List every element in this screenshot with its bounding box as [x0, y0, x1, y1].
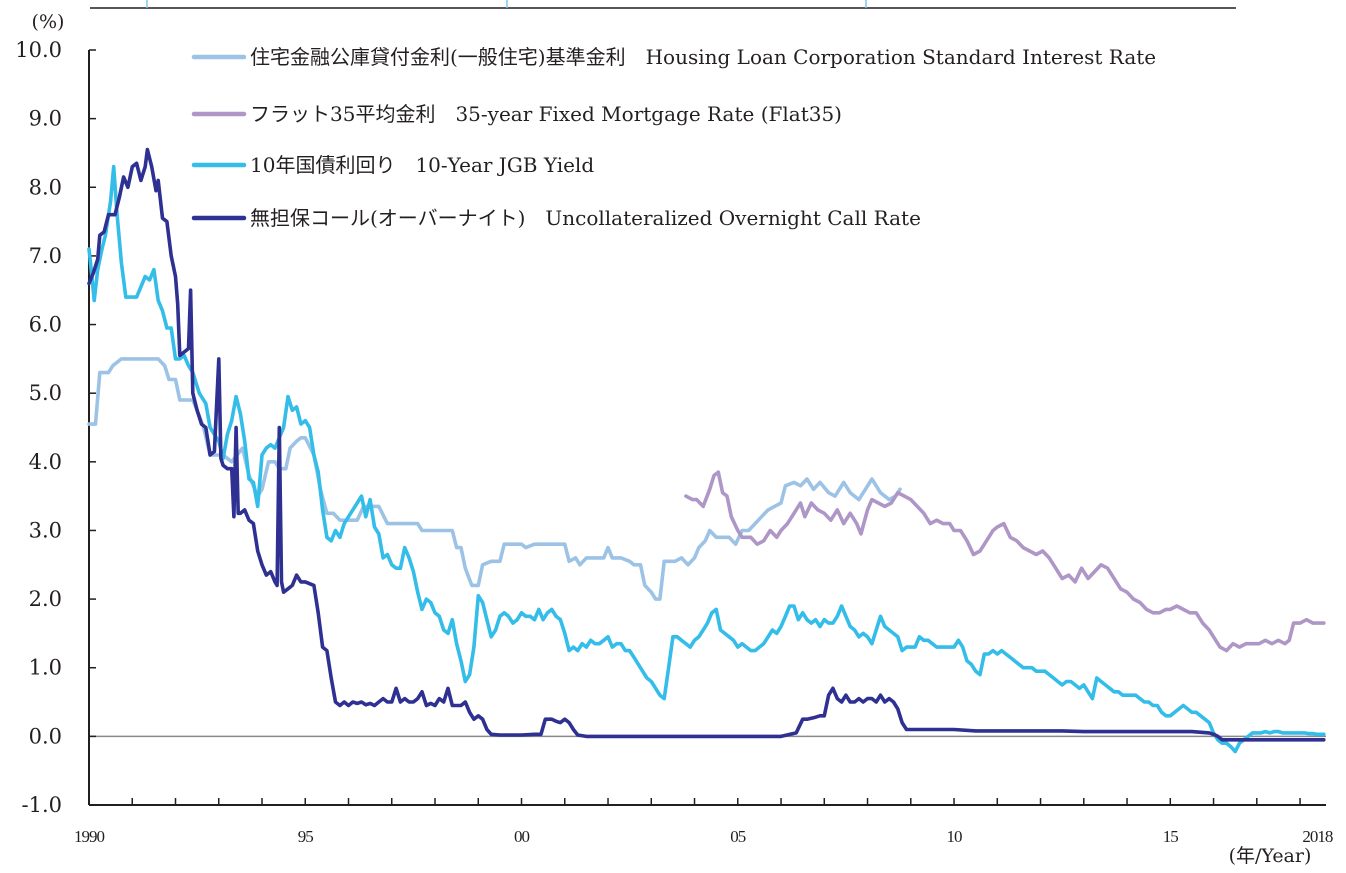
y-tick-label: 1.0 [29, 656, 62, 680]
x-tick-label: 05 [730, 827, 746, 846]
series-lines [87, 147, 1326, 754]
x-tick-label: 2018 [1302, 827, 1333, 846]
y-tick-label: 7.0 [29, 244, 62, 268]
series-line-3 [87, 164, 1326, 754]
top-border-rule [90, 0, 1236, 9]
y-tick-label: 0.0 [29, 724, 62, 748]
legend-label-1: 住宅金融公庫貸付金利(一般住宅)基準金利 Housing Loan Corpor… [250, 45, 1156, 69]
legend-label-2: フラット35平均金利 35-year Fixed Mortgage Rate (… [250, 102, 842, 126]
x-tick-label: 1990 [74, 827, 105, 846]
legend-label-3: 10年国債利回り 10-Year JGB Yield [250, 153, 594, 177]
x-tick-label: 15 [1163, 827, 1179, 846]
x-tick-label: 95 [298, 827, 314, 846]
y-tick-label: 9.0 [29, 107, 62, 131]
legend: 住宅金融公庫貸付金利(一般住宅)基準金利 Housing Loan Corpor… [191, 45, 1156, 230]
y-tick-label: -1.0 [22, 793, 63, 817]
y-tick-label: 10.0 [15, 38, 62, 62]
y-tick-label: 2.0 [29, 587, 62, 611]
legend-label-4: 無担保コール(オーバーナイト) Uncollateralized Overnig… [250, 206, 921, 230]
y-tick-label: 3.0 [29, 518, 62, 542]
y-tick-label: 8.0 [29, 175, 62, 199]
x-tick-label: 10 [947, 827, 963, 846]
x-tick-label: 00 [514, 827, 530, 846]
x-axis-unit-label: (年/Year) [1229, 845, 1312, 867]
y-tick-label: 5.0 [29, 381, 62, 405]
y-tick-label: 4.0 [29, 450, 62, 474]
series-line-2 [684, 470, 1326, 653]
y-axis-unit-label: (%) [32, 11, 65, 33]
series-line-4 [87, 147, 1326, 742]
series-line-1 [87, 357, 902, 601]
axes: 10.0 9.0 8.0 7.0 6.0 5.0 4.0 3.0 2.0 1.0 0.0 -1.0 19… [15, 38, 1334, 846]
y-tick-label: 6.0 [29, 313, 62, 337]
